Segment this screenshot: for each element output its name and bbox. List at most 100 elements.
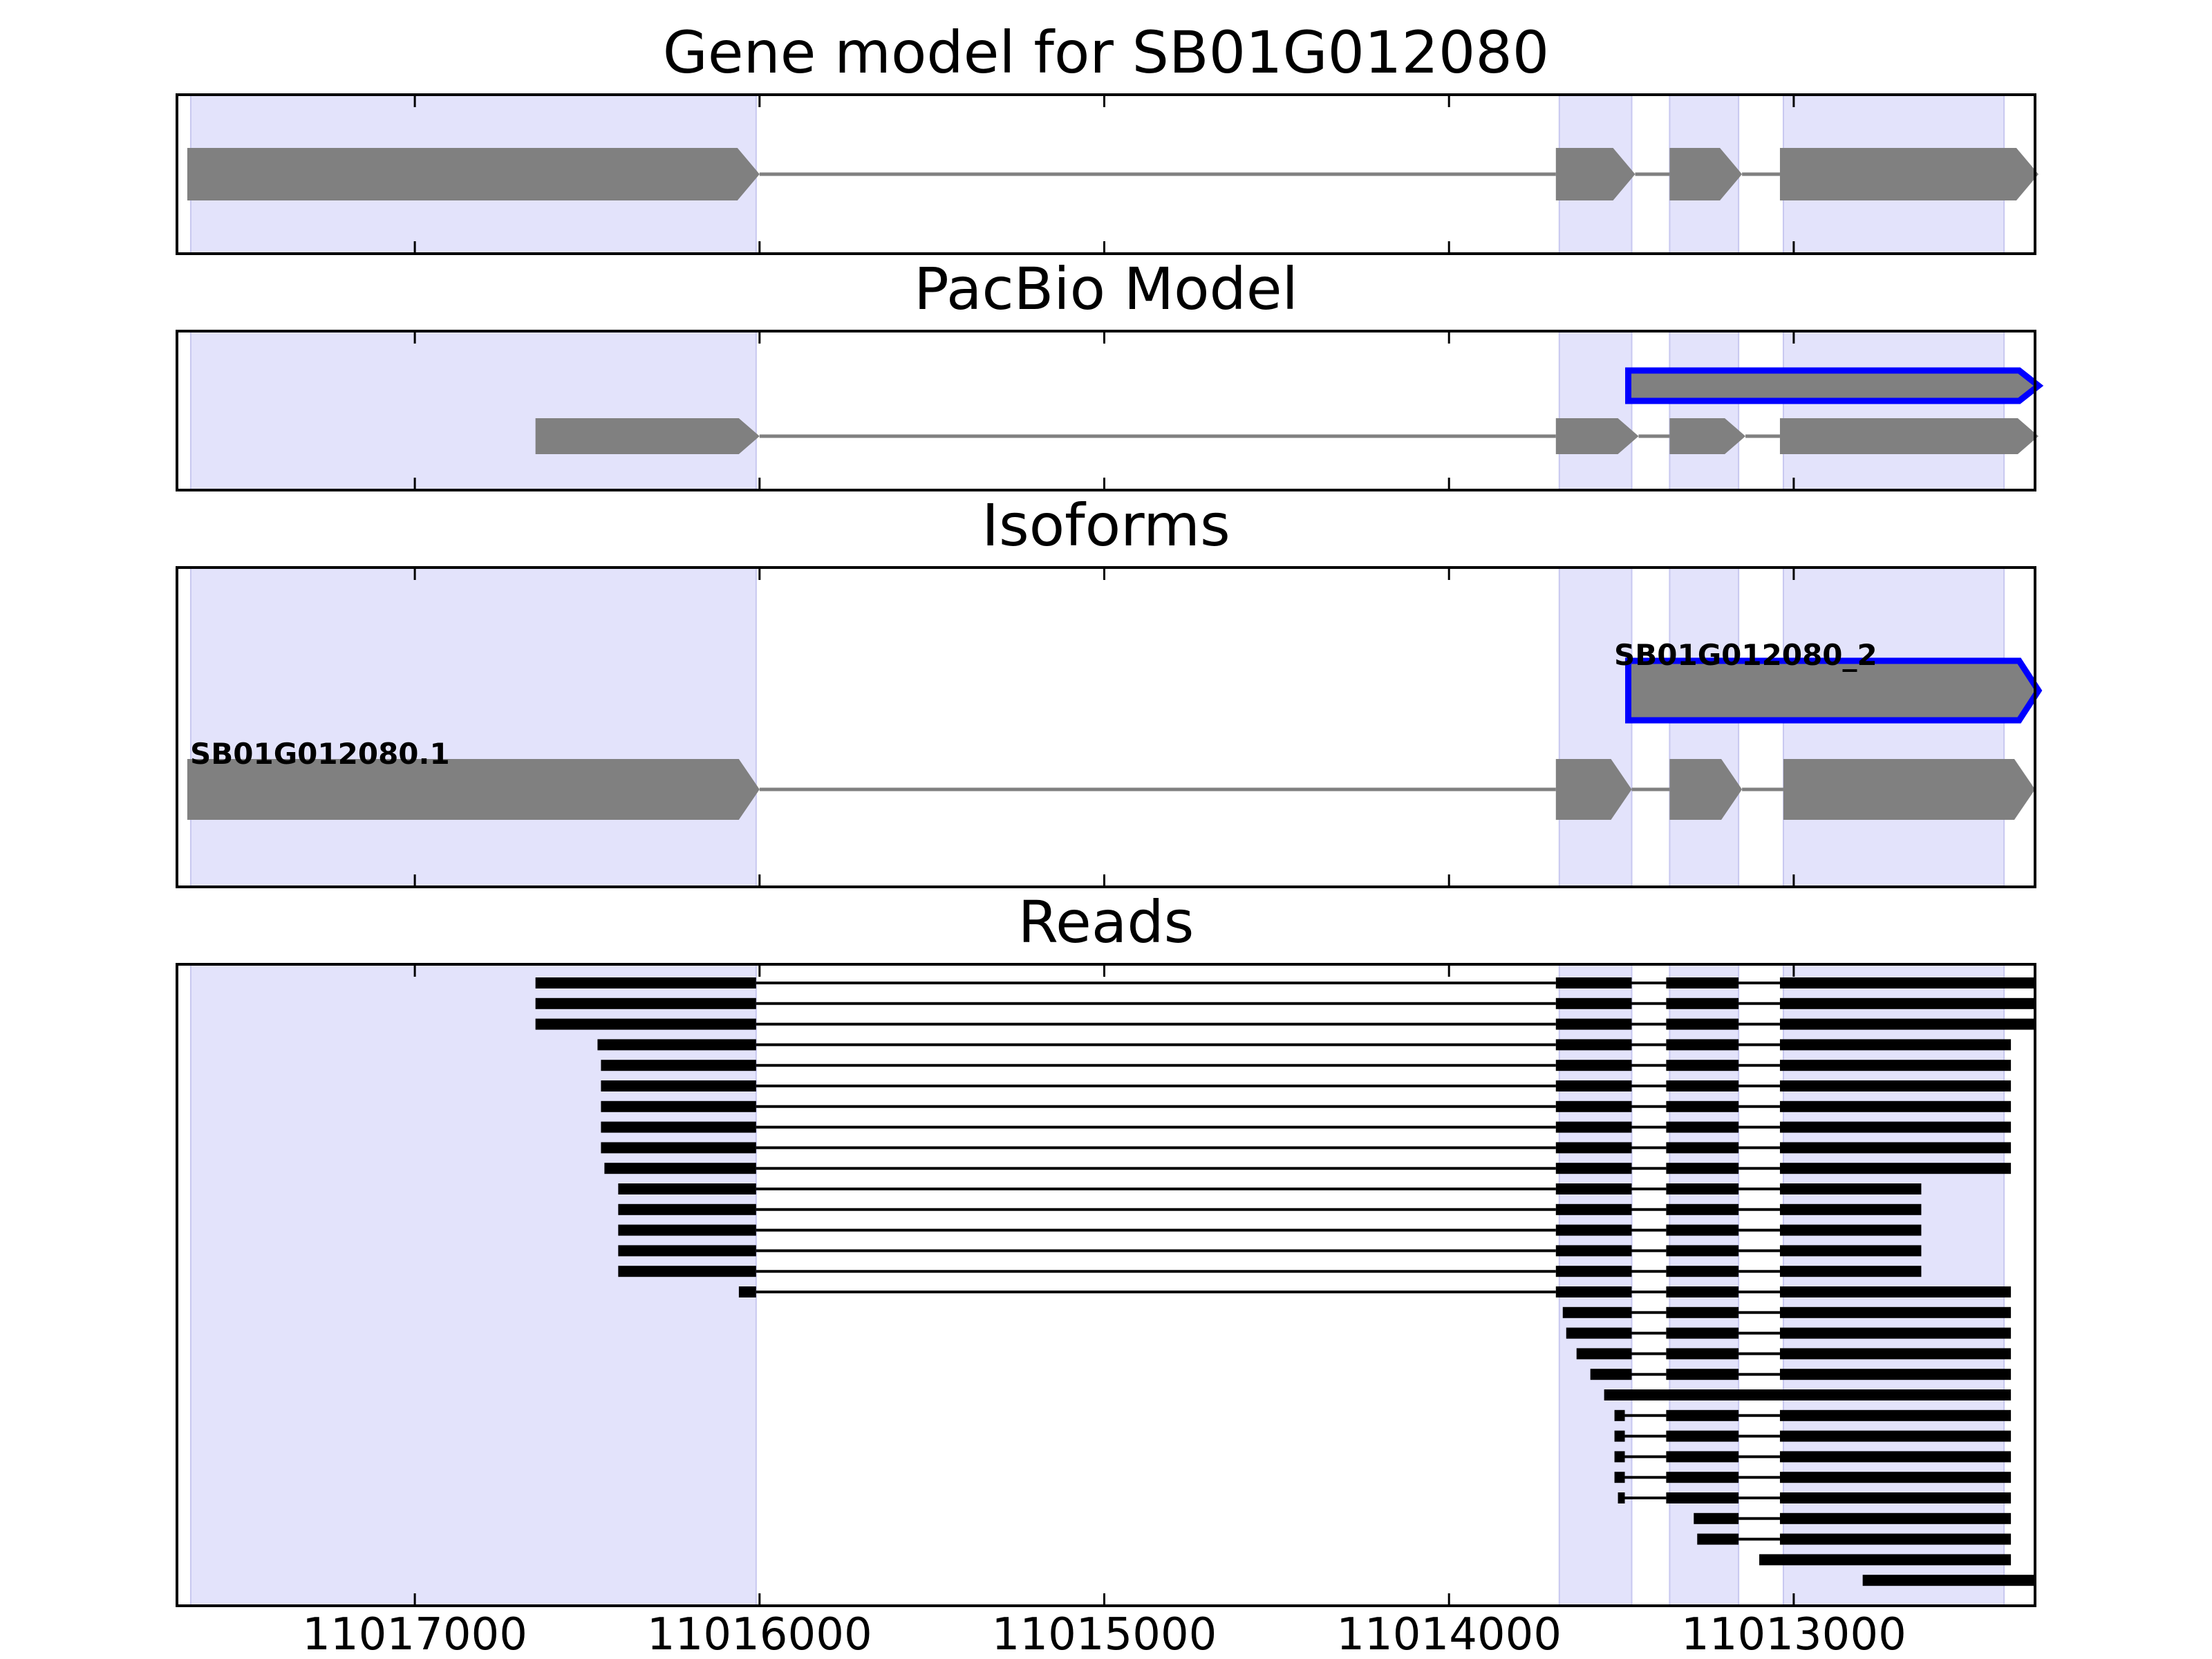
- read-block: [1618, 1492, 1625, 1503]
- read-block: [601, 1080, 756, 1091]
- read-block: [1555, 1039, 1632, 1051]
- axes-frame: [176, 566, 2036, 888]
- read-block: [535, 977, 756, 988]
- read: [1618, 1492, 2012, 1503]
- exon-1-1-0: [535, 418, 760, 454]
- read-block: [1555, 1183, 1632, 1194]
- x-tick-label: 11014000: [1336, 1609, 1562, 1659]
- highlight-region: [1558, 567, 1633, 888]
- read-block: [1779, 1409, 2012, 1421]
- gene-model-panel: Gene model for SB01G012080: [176, 19, 2038, 255]
- read: [618, 1245, 1922, 1257]
- read-block: [1604, 1389, 2012, 1400]
- read-block: [1555, 1245, 1632, 1257]
- x-axis-tick-labels: 11017000 11016000 11015000 11014000 11013000: [302, 1609, 1906, 1659]
- read: [1590, 1369, 2012, 1380]
- read-block: [1666, 1266, 1739, 1277]
- read-block: [1666, 1327, 1739, 1339]
- exon-1-1-2: [1669, 418, 1746, 454]
- read-block: [1779, 1306, 2012, 1318]
- read: [738, 1286, 2012, 1297]
- read-block: [618, 1203, 756, 1215]
- read-block: [1759, 1554, 2012, 1566]
- gene-track: [535, 418, 2038, 454]
- read-block: [1666, 1121, 1739, 1133]
- read-block: [1566, 1327, 1632, 1339]
- read-block: [1666, 1018, 1739, 1030]
- read-block: [1666, 1224, 1739, 1236]
- gene-track: [1625, 657, 2043, 724]
- read: [1697, 1533, 2012, 1545]
- x-tick-label: 11017000: [302, 1609, 527, 1659]
- read-block: [1779, 1286, 2012, 1297]
- read-block: [1614, 1430, 1625, 1442]
- highlight-region: [1782, 567, 2005, 888]
- read-block: [601, 1142, 756, 1154]
- read: [535, 997, 2035, 1009]
- read-block: [1555, 1018, 1632, 1030]
- read: [1862, 1575, 2035, 1586]
- read-block: [1555, 1060, 1632, 1071]
- read: [604, 1163, 2012, 1174]
- read-block: [1666, 1492, 1739, 1503]
- read-block: [1666, 1369, 1739, 1380]
- read-block: [1555, 997, 1632, 1009]
- read: [618, 1183, 1922, 1194]
- exon-2-1-2: [1669, 759, 1743, 820]
- pacbio-model-panel: PacBio Model: [176, 255, 2044, 491]
- read-block: [1779, 1100, 2012, 1112]
- read: [601, 1142, 2012, 1154]
- read-block: [1562, 1306, 1632, 1318]
- read-block: [1779, 1451, 2012, 1463]
- read-block: [1779, 1183, 1922, 1194]
- read-block: [1779, 977, 2035, 988]
- read-block: [618, 1266, 756, 1277]
- read-block: [1555, 1286, 1632, 1297]
- read-block: [1555, 1224, 1632, 1236]
- axes-frame: [176, 93, 2036, 255]
- read-block: [1779, 1430, 2012, 1442]
- x-tick-label: 11013000: [1681, 1609, 1906, 1659]
- read-block: [618, 1183, 756, 1194]
- read-block: [1697, 1533, 1739, 1545]
- read: [1759, 1554, 2012, 1566]
- exon-2-1-3: [1783, 759, 2035, 820]
- read: [1566, 1327, 2012, 1339]
- read: [1576, 1348, 2012, 1360]
- read: [1614, 1472, 2012, 1483]
- reads-title: Reads: [1018, 888, 1194, 956]
- read-block: [601, 1100, 756, 1112]
- read-block: [1555, 1100, 1632, 1112]
- exon-2-1-1: [1555, 759, 1632, 820]
- read: [1614, 1451, 2012, 1463]
- reads-panel: Reads: [176, 888, 2036, 1607]
- read-block: [1694, 1512, 1739, 1524]
- read-block: [1666, 1100, 1739, 1112]
- read-block: [1555, 1142, 1632, 1154]
- read-block: [1666, 1286, 1739, 1297]
- read: [1614, 1409, 2012, 1421]
- read-block: [1779, 1163, 2012, 1174]
- isoforms-title: Isoforms: [982, 491, 1230, 559]
- read-block: [1590, 1369, 1632, 1380]
- exon-2-1-0: [187, 759, 760, 820]
- read-block: [1666, 1306, 1739, 1318]
- read-block: [1779, 1203, 1922, 1215]
- read-block: [1614, 1451, 1625, 1463]
- read-block: [1779, 1327, 2012, 1339]
- read: [1604, 1389, 2012, 1400]
- read-block: [1779, 1512, 2012, 1524]
- read: [601, 1080, 2012, 1091]
- read-block: [1555, 1121, 1632, 1133]
- read-block: [1779, 1492, 2012, 1503]
- read: [618, 1266, 1922, 1277]
- highlight-regions: [189, 567, 2005, 888]
- read-block: [1666, 1245, 1739, 1257]
- exon-2-0-0: [1625, 657, 2043, 724]
- read-block: [604, 1163, 756, 1174]
- exon-1-1-3: [1779, 418, 2038, 454]
- highlight-region: [1558, 330, 1633, 491]
- read-block: [601, 1060, 756, 1071]
- read-block: [1779, 1348, 2012, 1360]
